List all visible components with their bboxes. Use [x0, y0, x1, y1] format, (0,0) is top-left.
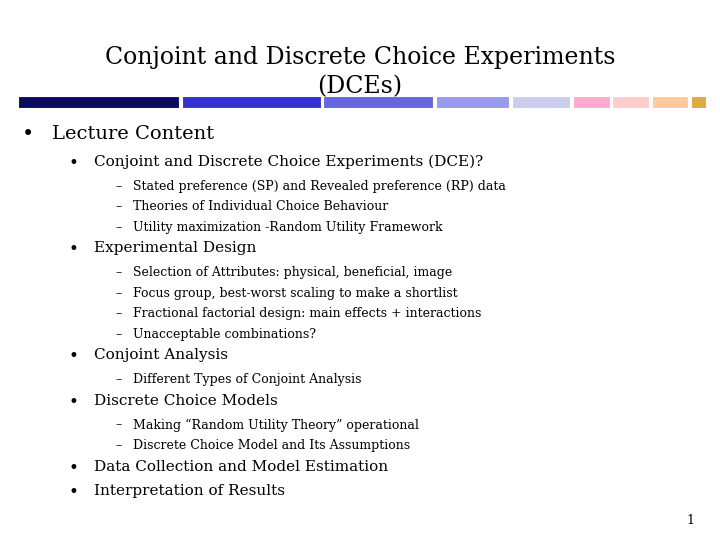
Text: Conjoint and Discrete Choice Experiments (DCE)?: Conjoint and Discrete Choice Experiments…: [94, 155, 483, 170]
Text: •: •: [68, 155, 78, 172]
Text: Selection of Attributes: physical, beneficial, image: Selection of Attributes: physical, benef…: [133, 266, 452, 279]
Text: 1: 1: [687, 514, 695, 526]
Text: Making “Random Utility Theory” operational: Making “Random Utility Theory” operation…: [133, 418, 419, 432]
Bar: [436, 96, 509, 108]
Text: Utility maximization -Random Utility Framework: Utility maximization -Random Utility Fra…: [133, 221, 443, 234]
Bar: [573, 96, 610, 108]
Text: Conjoint Analysis: Conjoint Analysis: [94, 348, 228, 362]
Bar: [691, 96, 706, 108]
Text: Fractional factorial design: main effects + interactions: Fractional factorial design: main effect…: [133, 307, 482, 320]
Text: Interpretation of Results: Interpretation of Results: [94, 484, 284, 498]
Text: –: –: [115, 418, 122, 431]
Text: –: –: [115, 266, 122, 279]
Bar: [181, 96, 320, 108]
Text: •: •: [22, 125, 34, 144]
Text: –: –: [115, 373, 122, 386]
Text: –: –: [115, 307, 122, 320]
Text: –: –: [115, 328, 122, 341]
Bar: [652, 96, 688, 108]
Text: •: •: [68, 348, 78, 365]
Text: Discrete Choice Model and Its Assumptions: Discrete Choice Model and Its Assumption…: [133, 439, 410, 452]
Text: Lecture Content: Lecture Content: [52, 125, 214, 143]
Text: –: –: [115, 439, 122, 452]
Text: –: –: [115, 287, 122, 300]
Text: (DCEs): (DCEs): [318, 76, 402, 99]
Text: Conjoint and Discrete Choice Experiments: Conjoint and Discrete Choice Experiments: [104, 46, 616, 69]
Text: –: –: [115, 221, 122, 234]
Text: –: –: [115, 200, 122, 213]
Bar: [512, 96, 570, 108]
Bar: [612, 96, 649, 108]
Text: •: •: [68, 460, 78, 476]
Text: Unacceptable combinations?: Unacceptable combinations?: [133, 328, 316, 341]
Text: •: •: [68, 394, 78, 410]
Text: Stated preference (SP) and Revealed preference (RP) data: Stated preference (SP) and Revealed pref…: [133, 180, 506, 193]
Text: •: •: [68, 241, 78, 258]
Text: –: –: [115, 180, 122, 193]
Text: Discrete Choice Models: Discrete Choice Models: [94, 394, 277, 408]
Text: •: •: [68, 484, 78, 501]
Text: Different Types of Conjoint Analysis: Different Types of Conjoint Analysis: [133, 373, 361, 386]
Text: Theories of Individual Choice Behaviour: Theories of Individual Choice Behaviour: [133, 200, 389, 213]
Text: Experimental Design: Experimental Design: [94, 241, 256, 255]
Text: Focus group, best-worst scaling to make a shortlist: Focus group, best-worst scaling to make …: [133, 287, 458, 300]
Bar: [323, 96, 433, 108]
Bar: [18, 96, 179, 108]
Text: Data Collection and Model Estimation: Data Collection and Model Estimation: [94, 460, 388, 474]
